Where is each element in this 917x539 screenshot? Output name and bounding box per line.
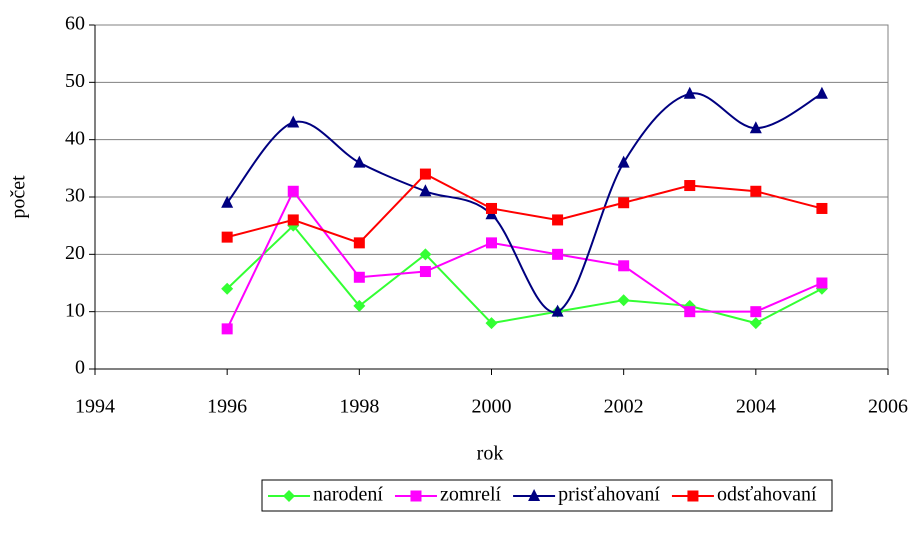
marker [221,231,233,243]
marker [617,155,630,168]
marker [618,260,630,272]
legend-label: narodení [313,484,383,506]
marker [486,202,497,214]
marker [683,86,696,99]
legend-label: zomrelí [440,484,502,506]
marker [221,195,234,208]
marker [287,115,300,128]
y-tick-label: 50 [65,70,85,92]
x-tick-label: 2002 [604,396,644,418]
legend-label: prisťahovaní [558,484,660,506]
legend-item: narodení [268,484,383,506]
series-line [226,172,823,245]
x-tick-label: 1994 [75,396,115,418]
marker [684,306,696,318]
legend-box [261,479,833,512]
marker [551,304,564,317]
marker [750,185,762,197]
marker [353,237,365,249]
marker [283,490,295,502]
legend-label: odsťahovaní [717,484,817,506]
marker [221,323,233,335]
marker [816,277,828,289]
marker [419,266,431,278]
marker [353,271,365,283]
marker [552,248,564,260]
marker [410,490,422,502]
marker [684,180,696,192]
x-tick-label: 1996 [207,396,247,418]
x-tick-label: 2004 [736,396,776,418]
y-tick-label: 60 [65,13,85,35]
marker [618,197,630,209]
marker [816,202,828,214]
y-tick-label: 10 [65,299,85,321]
marker [353,155,366,168]
marker [485,317,498,330]
y-tick-label: 20 [65,242,85,264]
series-line [226,189,823,330]
y-axis-label: počet [8,175,30,219]
series-line [226,224,823,325]
marker [419,184,432,197]
marker [749,317,762,330]
marker [221,282,234,295]
marker [687,490,699,502]
series-line [226,92,823,313]
x-axis-label: rok [477,443,504,465]
y-tick-label: 40 [65,127,85,149]
x-tick-label: 1998 [339,396,379,418]
y-tick-label: 30 [65,185,85,207]
marker [486,237,497,249]
legend-item: prisťahovaní [513,484,660,506]
x-tick-label: 2000 [472,396,512,418]
marker [287,214,299,226]
marker [419,168,431,180]
marker [750,306,762,318]
y-tick-label: 0 [75,357,85,379]
marker [617,294,630,307]
marker [353,299,366,312]
legend-item: odsťahovaní [671,484,817,506]
marker [419,248,432,261]
marker [815,86,828,99]
marker [528,489,541,501]
marker [749,121,762,134]
x-tick-label: 2006 [868,396,908,418]
legend-item: zomrelí [394,484,502,506]
marker [552,214,564,226]
marker [287,185,299,197]
